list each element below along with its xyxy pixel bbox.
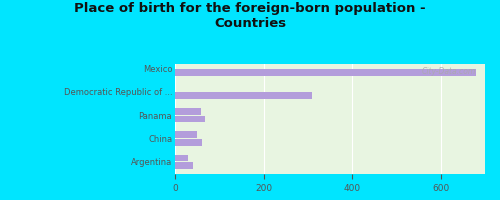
Bar bbox=[175, 155, 188, 161]
Bar bbox=[175, 139, 202, 146]
Bar bbox=[175, 69, 476, 76]
Text: Place of birth for the foreign-born population -
Countries: Place of birth for the foreign-born popu… bbox=[74, 2, 426, 30]
Bar bbox=[175, 131, 197, 138]
Bar bbox=[175, 162, 192, 169]
Bar bbox=[175, 116, 205, 122]
Bar bbox=[175, 108, 201, 115]
Text: City-Data.com: City-Data.com bbox=[422, 67, 476, 76]
Bar bbox=[175, 92, 312, 99]
